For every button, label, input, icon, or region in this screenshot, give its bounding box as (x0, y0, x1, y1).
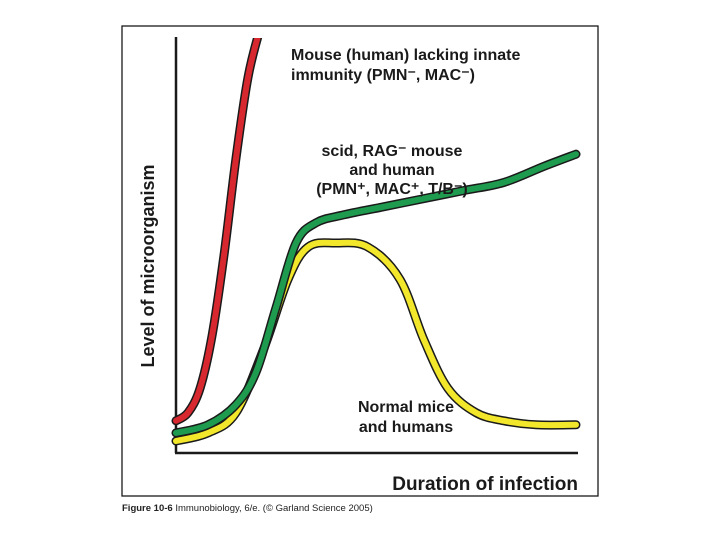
series-no-innate-immunity-line (173, 38, 261, 424)
x-axis-label: Duration of infection (392, 474, 578, 495)
series-scid-rag-label-line: scid, RAG⁻ mouse (322, 143, 463, 160)
series-normal-label-line: and humans (359, 419, 453, 436)
series-scid-rag (171, 149, 581, 438)
series-no-innate-immunity-label: Mouse (human) lacking innate immunity (PM… (291, 47, 520, 84)
series-normal-label-line: Normal mice (358, 399, 454, 416)
series-scid-rag-label-line: and human (349, 162, 434, 179)
y-axis-label: Level of microorganism (138, 164, 158, 367)
caption-figure-number: Figure 10-6 (122, 503, 173, 514)
series-normal-label: Normal mice and humans (358, 399, 454, 436)
series-no-innate-immunity-label-line: immunity (PMN⁻, MAC⁻) (291, 67, 475, 84)
caption-text: Immunobiology, 6/e. (© Garland Science 2… (172, 503, 373, 514)
series-scid-rag-label-line: (PMN⁺, MAC⁺, T/B⁻) (316, 181, 468, 198)
series-layer (171, 38, 581, 446)
label-layer: Mouse (human) lacking innate immunity (PM… (291, 47, 520, 436)
axes (174, 37, 578, 455)
series-scid-rag-label: scid, RAG⁻ mouse and human (PMN⁺, MAC⁺, T/… (316, 143, 468, 198)
series-no-innate-immunity-label-line: Mouse (human) lacking innate (291, 47, 520, 64)
series-no-innate-immunity (171, 38, 263, 426)
series-scid-rag-line (173, 151, 579, 436)
figure-frame (121, 25, 599, 497)
figure-caption: Figure 10-6 Immunobiology, 6/e. (© Garla… (122, 503, 373, 514)
